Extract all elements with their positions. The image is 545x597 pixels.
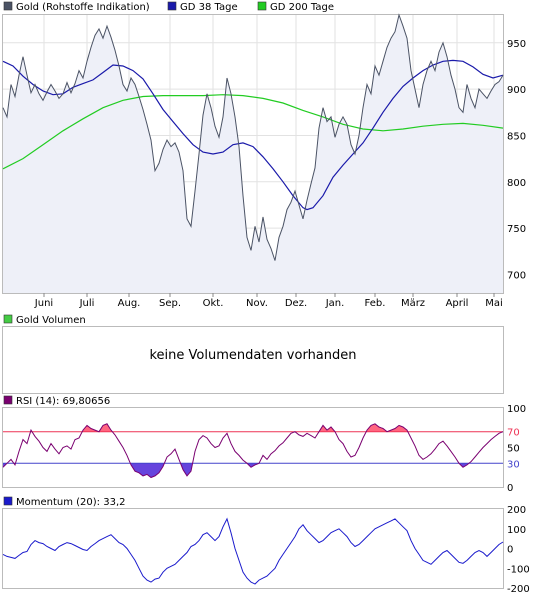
legend-gd38-swatch [167,1,177,11]
y-tick-label: 750 [507,224,526,235]
x-tick-label: Aug. [118,298,141,309]
x-tick-label: Dez. [285,298,307,309]
momentum-y-tick-label: 100 [507,525,526,536]
volume-panel-frame [2,326,504,394]
x-tick-label: Juli [79,298,95,309]
x-tick-label: April [446,298,469,309]
price-area [3,15,503,293]
momentum-y-tick-label: 200 [507,505,526,516]
x-tick-label: Nov. [246,298,268,309]
x-tick-label: März [401,298,425,309]
y-tick-label: 900 [507,85,526,96]
momentum-y-tick-label: 0 [507,545,513,556]
momentum-panel-frame [2,508,504,589]
rsi-y-tick-label: 70 [507,428,520,439]
y-tick-label: 700 [507,270,526,281]
legend-momentum-label: Momentum (20): 33,2 [16,497,126,508]
x-tick-label: Mai [485,298,503,309]
gd200-line [2,94,504,170]
momentum-line [2,517,504,585]
legend-rsi-swatch [3,395,13,405]
legend-rsi-label: RSI (14): 69,80656 [16,396,110,407]
volume-nodata-message: keine Volumendaten vorhanden [149,348,356,363]
legend-gd38-label: GD 38 Tage [180,2,238,13]
legend-volume-label: Gold Volumen [16,315,86,326]
y-tick-label: 950 [507,39,526,50]
x-tick-label: Juni [34,298,53,309]
rsi-line [2,423,504,479]
legend-gold-swatch [3,1,13,11]
rsi-y-tick-label: 50 [507,444,520,455]
legend-gd200-label: GD 200 Tage [270,2,334,13]
legend-gd200-swatch [257,1,267,11]
legend-volume-swatch [3,314,13,324]
legend-gold-label: Gold (Rohstoffe Indikation) [16,2,150,13]
x-tick-label: Okt. [203,298,224,309]
momentum-y-tick-label: -200 [507,584,530,595]
x-tick-label: Feb. [365,298,386,309]
gd38-line [2,59,504,211]
y-tick-label: 800 [507,178,526,189]
rsi-y-tick-label: 0 [507,483,513,494]
y-tick-label: 850 [507,131,526,142]
rsi-y-tick-label: 100 [507,404,526,415]
rsi-overbought-area [3,423,503,432]
x-tick-label: Sep. [159,298,181,309]
legend-momentum-swatch [3,496,13,506]
momentum-y-tick-label: -100 [507,564,530,575]
rsi-y-tick-label: 30 [507,459,520,470]
x-tick-label: Jan. [325,298,345,309]
rsi-panel-frame [2,407,504,488]
price-line [2,13,504,261]
